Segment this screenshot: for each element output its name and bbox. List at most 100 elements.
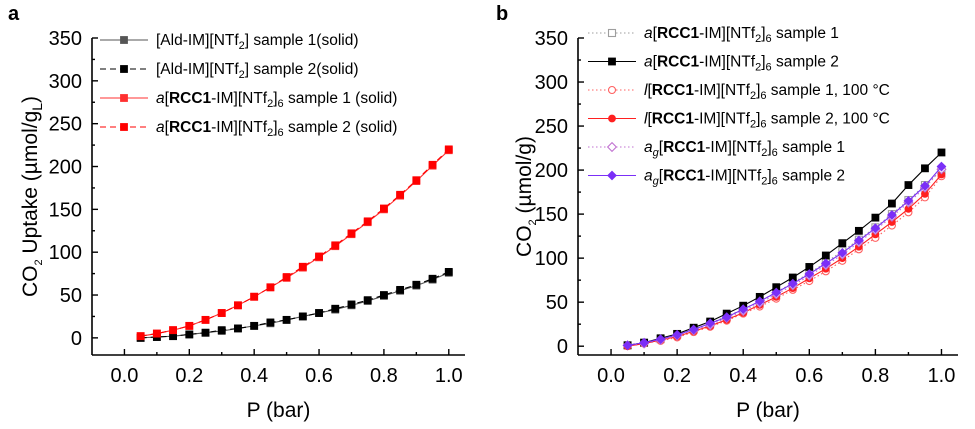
y-tick-label: 0 [71, 328, 82, 350]
x-tick-label: 1.0 [435, 365, 463, 387]
series [136, 267, 453, 342]
data-point [804, 269, 815, 279]
y-tick-label: 150 [535, 204, 568, 226]
y-tick-label: 50 [546, 292, 568, 314]
data-point [169, 326, 177, 335]
legend-label: a[RCC1-IM][NTf2]6 sample 1 (solid) [156, 90, 397, 110]
data-point [871, 213, 880, 222]
y-tick-label: 200 [49, 157, 82, 179]
series [136, 268, 453, 342]
legend-label: a[RCC1-IM][NTf2]6 sample 2 [644, 54, 839, 74]
data-point [412, 176, 421, 185]
y-tick-label: 0 [557, 336, 568, 358]
data-point [152, 329, 161, 338]
legend-label: ag[RCC1-IM][NTf2]6 sample 2 [644, 168, 845, 188]
data-point [201, 328, 210, 337]
data-point [903, 195, 914, 206]
legend-marker [607, 85, 617, 95]
legend-label: [Ald-IM][NTf2] sample 1(solid) [156, 32, 359, 52]
data-point [854, 226, 863, 235]
y-tick-label: 250 [49, 114, 82, 136]
data-point [655, 334, 666, 345]
data-point [234, 324, 242, 333]
data-point [217, 326, 226, 335]
y-tick-label: 200 [535, 160, 568, 182]
data-point [838, 239, 847, 248]
x-tick-label: 0.8 [370, 365, 398, 387]
series [622, 164, 947, 351]
data-point [331, 304, 340, 313]
data-point [887, 210, 897, 220]
y-tick-label: 350 [535, 28, 568, 50]
legend-label: ag[RCC1-IM][NTf2]6 sample 1 [644, 139, 845, 159]
data-point [250, 321, 259, 330]
data-point [363, 217, 372, 226]
data-point [282, 273, 291, 281]
x-tick-label: 0.0 [111, 365, 139, 387]
data-point [921, 164, 929, 173]
data-point [837, 247, 848, 258]
data-point [721, 312, 732, 323]
x-tick-label: 0.4 [729, 365, 757, 387]
data-point [412, 280, 421, 289]
y-axis-title: CO2 (µmol/g) [513, 136, 539, 257]
data-point [870, 223, 881, 234]
x-tick-label: 1.0 [928, 365, 956, 387]
legend-marker [120, 36, 128, 44]
data-point [298, 312, 307, 321]
panel-a: a 0 50 100 150 200 250 300 350 0.0 0.2 0.4 0.6 0.8 1.0… [8, 3, 465, 422]
data-point [315, 252, 323, 261]
data-point [380, 291, 388, 299]
data-point [904, 181, 913, 189]
y-tick-label: 300 [49, 71, 82, 93]
data-point [820, 258, 831, 269]
data-point [396, 190, 405, 199]
y-tick-label: 350 [49, 28, 82, 50]
data-point [331, 241, 340, 250]
data-point [688, 324, 699, 335]
y-tick-label: 50 [60, 285, 82, 307]
data-point [234, 301, 242, 310]
data-point [298, 262, 307, 271]
data-point [347, 229, 356, 238]
data-point [266, 318, 275, 327]
data-point [282, 315, 291, 324]
legend-marker [120, 123, 128, 131]
y-tick-label: 100 [49, 242, 82, 264]
series [623, 166, 946, 350]
data-point [937, 148, 946, 157]
data-point [444, 267, 453, 276]
y-tick-label: 100 [535, 248, 568, 270]
data-point [428, 160, 437, 169]
series-line [627, 168, 942, 346]
data-point [347, 300, 356, 309]
panel-letter: a [8, 3, 20, 25]
data-point [821, 251, 830, 260]
y-axis-title: CO2 Uptake (µmol/gL) [19, 96, 45, 297]
y-tick-label: 300 [535, 72, 568, 94]
data-point [428, 274, 437, 283]
legend-marker [607, 28, 617, 38]
data-point [920, 181, 930, 191]
data-point [201, 315, 210, 324]
x-tick-label: 0.8 [861, 365, 889, 387]
legend-label: l[RCC1-IM][NTf2]6 sample 2, 100 °C [644, 111, 890, 131]
legend-marker [120, 65, 128, 73]
data-point [936, 161, 947, 172]
legend-label: l[RCC1-IM][NTf2]6 sample 1, 100 °C [644, 82, 890, 102]
data-point [266, 283, 275, 292]
legend-marker [606, 141, 618, 153]
series [622, 161, 947, 351]
x-axis-title: P (bar) [736, 399, 800, 422]
legend-label: a[RCC1-IM][NTf2]6 sample 2 (solid) [156, 119, 397, 139]
x-tick-label: 0.0 [597, 365, 625, 387]
data-point [754, 296, 765, 307]
legend-marker [608, 114, 616, 123]
legend: a[RCC1-IM][NTf2]6 sample 1 a[RCC1-IM][NTf… [588, 25, 890, 188]
data-point [787, 278, 798, 289]
data-point [771, 287, 782, 298]
series [136, 146, 453, 341]
data-point [853, 235, 864, 246]
data-point [705, 318, 716, 329]
data-point [363, 296, 372, 305]
